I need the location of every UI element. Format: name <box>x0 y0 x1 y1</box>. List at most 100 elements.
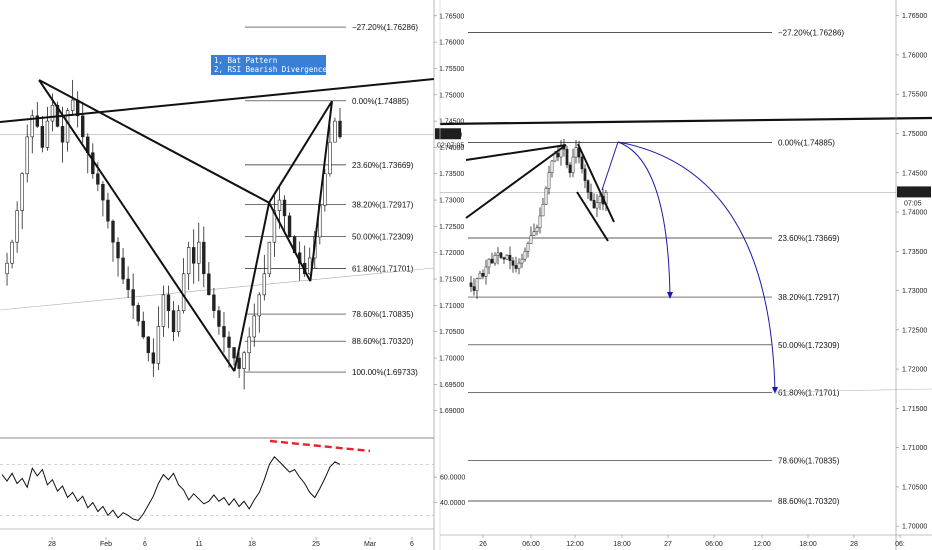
right-y-tick-label: 1.73000 <box>902 288 927 295</box>
pattern-leg <box>268 100 333 204</box>
right-price-tag <box>897 186 931 198</box>
pattern-leg <box>268 202 312 282</box>
left-price-chart[interactable]: −27.20%(1.76286) 0.00%(1.74885) 23.60%(1.7… <box>0 23 435 390</box>
resistance-trendline <box>439 116 932 126</box>
candle-body <box>207 273 211 296</box>
candle-body <box>568 164 572 174</box>
candle-body <box>511 260 515 266</box>
left-y-tick-label: 1.75000 <box>439 92 464 99</box>
candle-body <box>156 326 161 364</box>
candle-body <box>267 241 272 275</box>
candle-body <box>287 215 292 238</box>
left-y-tick-label: 1.69500 <box>439 382 464 389</box>
left-x-tick-label: 6 <box>410 541 414 548</box>
projection-arrow <box>617 141 671 298</box>
candle-body <box>586 180 590 193</box>
candle-body <box>472 286 476 291</box>
fib-level-label: 0.00%(1.74885) <box>352 97 409 106</box>
candle-body <box>487 258 491 268</box>
candle-body <box>136 305 140 322</box>
candle-body <box>161 294 166 327</box>
candle-body <box>481 273 485 277</box>
arrow-down-icon <box>772 387 778 394</box>
rsi-y-tick-label: 40.0000 <box>440 500 465 507</box>
fib-level-label: 78.60%(1.70835) <box>352 310 414 319</box>
candle-body <box>547 172 551 189</box>
candle-body <box>60 126 65 143</box>
candle-body <box>192 247 196 264</box>
left-rsi-chart[interactable] <box>0 439 434 521</box>
candle-body <box>595 202 599 209</box>
candle-body <box>571 156 575 174</box>
candle-body <box>126 278 130 290</box>
fib-level-label: 38.20%(1.72917) <box>352 200 414 209</box>
candle-body <box>257 294 261 317</box>
candle-body <box>227 336 231 348</box>
candle-body <box>247 336 251 354</box>
candle-body <box>232 347 236 359</box>
candle-body <box>70 99 75 111</box>
right-y-tick-label: 1.70000 <box>902 524 927 531</box>
right-y-tick-label: 1.73500 <box>902 249 927 256</box>
candle-body <box>502 257 506 260</box>
left-price-tag <box>435 128 461 140</box>
left-x-tick-label: Feb <box>100 541 112 548</box>
fib-level-label: 23.60%(1.73669) <box>778 234 840 243</box>
candle-body <box>323 173 327 206</box>
flag-line <box>577 143 615 223</box>
candle-body <box>282 199 287 217</box>
fib-level-label: 50.00%(1.72309) <box>778 341 840 350</box>
pattern-leg <box>38 79 236 372</box>
candle-body <box>550 160 554 174</box>
left-y-tick-label: 1.72500 <box>439 224 464 231</box>
right-y-tick-label: 1.72000 <box>902 367 927 374</box>
candle-body <box>106 199 110 222</box>
candle-body <box>176 310 181 332</box>
fib-level-label: 50.00%(1.72309) <box>352 232 414 241</box>
candle-body <box>556 152 560 158</box>
fib-level-label: 88.60%(1.70320) <box>778 497 840 506</box>
fib-level-label: 100.00%(1.69733) <box>352 368 418 377</box>
right-x-tick-label: 06:00 <box>522 541 540 548</box>
right-x-tick-label: 12:00 <box>566 541 584 548</box>
support-trendline <box>774 388 932 393</box>
candle-body <box>272 210 277 243</box>
pattern-leg <box>309 100 334 282</box>
candle-body <box>186 247 191 275</box>
rsi-divergence-line <box>269 439 371 453</box>
candle-body <box>40 126 45 148</box>
candle-body <box>583 168 587 181</box>
left-y-tick-label: 1.72000 <box>439 250 464 257</box>
left-countdown-label: 02:07:05 <box>437 142 464 149</box>
left-x-tick-label: Mar <box>364 541 377 548</box>
pattern-leg <box>233 202 271 372</box>
candle-body <box>541 203 545 217</box>
candle-body <box>217 310 221 327</box>
pattern-leg <box>38 79 270 204</box>
right-x-tick-label: 18:00 <box>613 541 631 548</box>
candle-body <box>574 147 578 158</box>
right-y-tick-label: 1.74500 <box>902 170 927 177</box>
right-y-tick-label: 1.72500 <box>902 327 927 334</box>
right-y-tick-label: 1.71000 <box>902 445 927 452</box>
left-y-tick-label: 1.70500 <box>439 329 464 336</box>
left-y-tick-label: 1.71000 <box>439 303 464 310</box>
candle-body <box>96 173 100 185</box>
projection-arrow <box>617 141 776 393</box>
left-y-tick-label: 1.73000 <box>439 198 464 205</box>
fib-level-label: 61.80%(1.71701) <box>778 389 840 398</box>
fib-level-label: 0.00%(1.74885) <box>778 139 835 148</box>
right-y-tick-label: 1.75000 <box>902 131 927 138</box>
fib-level-label: 38.20%(1.72917) <box>778 293 840 302</box>
candle-body <box>121 257 125 280</box>
candle-body <box>589 192 593 201</box>
candle-body <box>202 241 206 275</box>
right-y-tick-label: 1.75500 <box>902 92 927 99</box>
candle-body <box>526 243 530 252</box>
fib-level-label: 61.80%(1.71701) <box>352 264 414 273</box>
candle-body <box>490 258 494 264</box>
right-price-chart[interactable]: −27.20%(1.76286) 0.00%(1.74885) 23.60%(1.7… <box>439 29 932 507</box>
candle-body <box>81 115 85 138</box>
right-y-tick-label: 1.76500 <box>902 13 927 20</box>
